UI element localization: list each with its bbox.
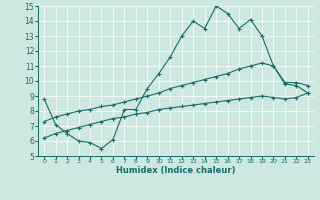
X-axis label: Humidex (Indice chaleur): Humidex (Indice chaleur) [116,166,236,175]
